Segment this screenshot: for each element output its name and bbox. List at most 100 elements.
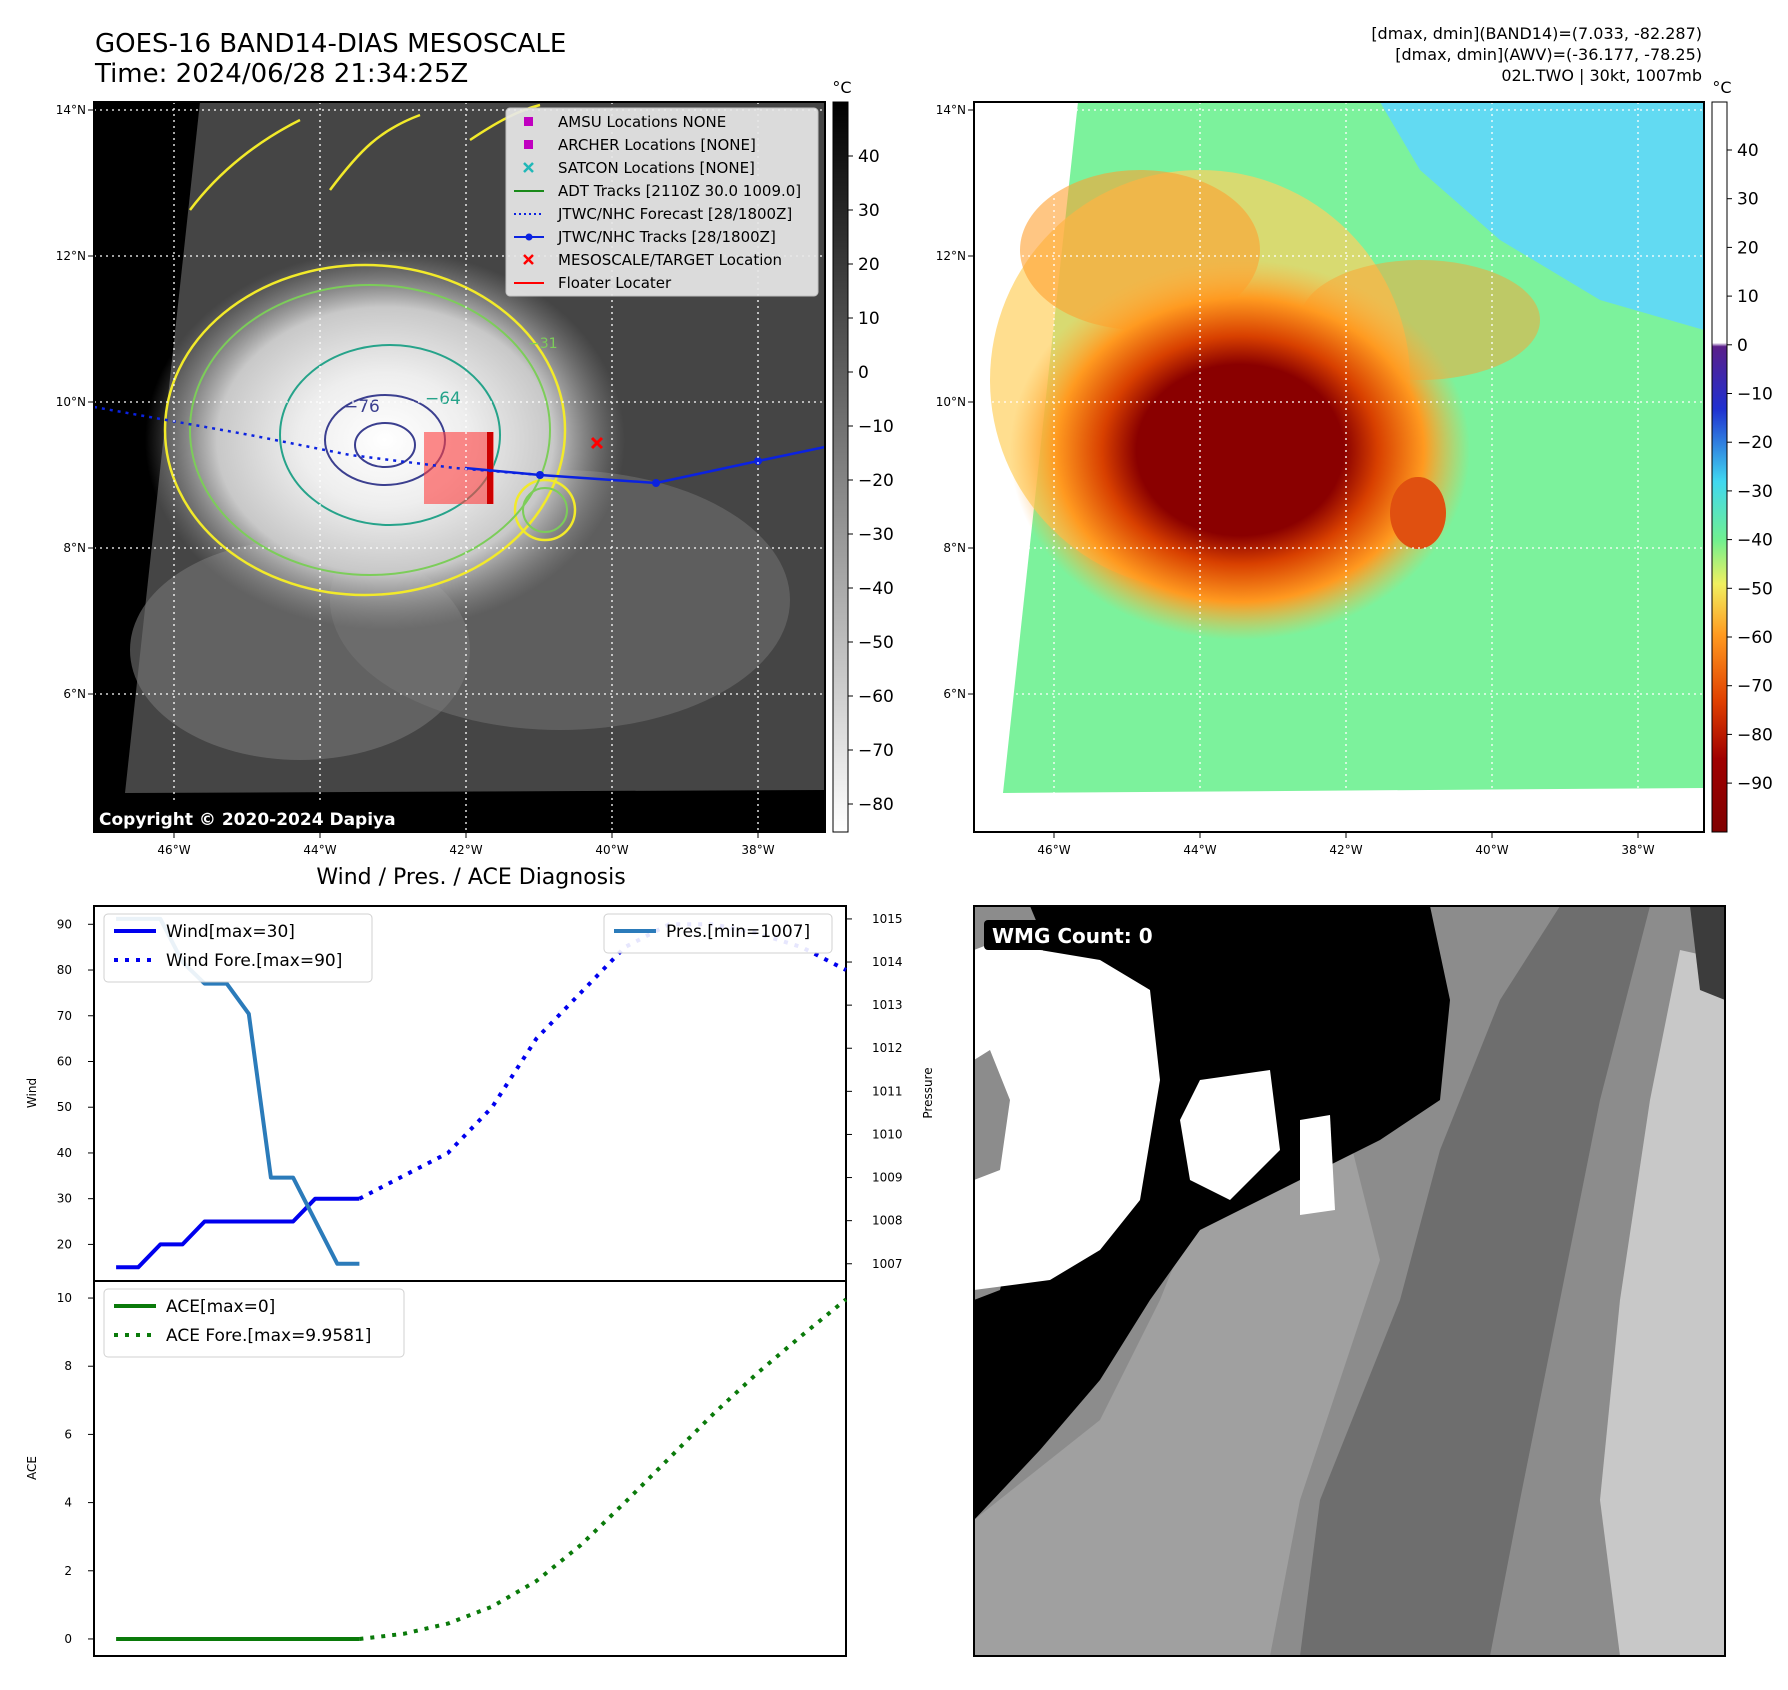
colorbar-tick-label: 40: [858, 147, 880, 167]
colorbar-tick-label: −30: [1737, 482, 1773, 502]
legend-label: ARCHER Locations [NONE]: [558, 136, 756, 154]
contour-yellow: [513, 478, 577, 542]
pressure-axis-label: Pressure: [921, 1067, 935, 1118]
y-tick-label: 2: [64, 1564, 72, 1578]
figure-time: Time: 2024/06/28 21:34:25Z: [94, 59, 468, 89]
mesoscale-target-marker: [590, 436, 604, 450]
lat-tick-label: 6°N: [63, 687, 86, 701]
chart-legend: Pres.[min=1007]: [603, 913, 833, 954]
colorbar-tick-label: 20: [858, 255, 880, 275]
y2-tick-label: 1007: [872, 1257, 903, 1271]
chart-legend: ACE[max=0] ACE Fore.[max=9.9581]: [103, 1288, 405, 1358]
ir-colorbar: [832, 101, 849, 833]
colorbar-tick-label: −80: [858, 795, 894, 815]
ir-legend: AMSU Locations NONE ARCHER Locations [NON…: [505, 107, 819, 297]
y-tick-label: 30: [57, 1192, 72, 1206]
colorbar-tick-label: 0: [858, 363, 869, 383]
wmg-region-light: [1300, 906, 1650, 1656]
y2-tick-label: 1011: [872, 1084, 903, 1098]
y-tick-label: 6: [64, 1427, 72, 1441]
series-line-1: [116, 1196, 360, 1270]
lat-tick-label: 14°N: [936, 103, 966, 117]
lon-tick-label: 42°W: [1329, 843, 1362, 857]
colorbar-tick-label: −20: [858, 471, 894, 491]
colorbar-tick-label: −40: [858, 579, 894, 599]
y2-tick-label: 1014: [872, 955, 903, 969]
awv-map-frame: [973, 101, 1705, 833]
track-point: [652, 479, 660, 487]
colorbar-tick-label: −70: [1737, 677, 1773, 697]
series-line-2: [359, 1297, 848, 1641]
colorbar-tick-label: −20: [1737, 433, 1773, 453]
lon-tick-label: 38°W: [741, 843, 774, 857]
legend-symbol: [524, 140, 533, 149]
y2-tick-label: 1009: [872, 1171, 903, 1185]
awv-cell: [1390, 477, 1446, 549]
copyright-text: Copyright © 2020-2024 Dapiya: [99, 810, 396, 830]
y-tick-label: 50: [57, 1100, 72, 1114]
legend-box: [505, 107, 819, 297]
contour-green: [189, 284, 551, 576]
diagnosis-title: Wind / Pres. / ACE Diagnosis: [316, 865, 625, 890]
lon-tick-label: 46°W: [157, 843, 190, 857]
wmg-count-label: WMG Count: 0: [992, 924, 1153, 948]
colorbar-tick-label: −10: [1737, 385, 1773, 405]
legend-label: JTWC/NHC Tracks [28/1800Z]: [557, 228, 776, 246]
colorbar-tick-label: −30: [858, 525, 894, 545]
y2-tick-label: 1012: [872, 1041, 903, 1055]
legend-label: AMSU Locations NONE: [558, 113, 726, 131]
lat-tick-label: 6°N: [943, 687, 966, 701]
wmg-frame: [973, 905, 1726, 1657]
awv-storm-core: [1010, 260, 1470, 640]
legend-label: SATCON Locations [NONE]: [558, 159, 755, 177]
lon-tick-label: 44°W: [1183, 843, 1216, 857]
colorbar-tick-label: 20: [1737, 238, 1759, 258]
y-tick-label: 80: [57, 963, 72, 977]
colorbar-tick-label: −40: [1737, 531, 1773, 551]
copyright-box: [94, 804, 414, 832]
wmg-region-white: [1180, 1070, 1280, 1200]
lat-tick-label: 12°N: [936, 249, 966, 263]
colorbar-tick-label: −50: [858, 633, 894, 653]
y-tick-label: 8: [64, 1359, 72, 1373]
lat-tick-label: 10°N: [56, 395, 86, 409]
chart-legend: Wind[max=30] Wind Fore.[max=90]: [103, 913, 373, 983]
ace-axis-label: ACE: [25, 1456, 39, 1480]
awv-colorbar-unit: °C: [1712, 78, 1731, 97]
lon-tick-label: 42°W: [449, 843, 482, 857]
contour-green: [522, 487, 568, 533]
colorbar-tick-label: 30: [858, 201, 880, 221]
colorbar-tick-label: −60: [1737, 628, 1773, 648]
legend-symbol: [514, 233, 544, 241]
lat-tick-label: 12°N: [56, 249, 86, 263]
ir-colorbar-unit: °C: [832, 78, 851, 97]
wmg-panel: WMG Count: 0: [973, 905, 1726, 1657]
lat-tick-label: 10°N: [936, 395, 966, 409]
y-tick-label: 70: [57, 1009, 72, 1023]
colorbar-tick-label: 0: [1737, 336, 1748, 356]
wmg-region-strip: [1600, 950, 1725, 1656]
lon-tick-label: 40°W: [1475, 843, 1508, 857]
contour-label: −31: [528, 336, 558, 352]
wmg-region-white: [1300, 1115, 1335, 1215]
legend-symbol: [524, 117, 533, 126]
track-point: [754, 457, 762, 465]
figure-title: GOES-16 BAND14-DIAS MESOSCALE: [95, 29, 566, 59]
legend-entry: Wind[max=30]: [166, 922, 295, 942]
legend-symbol: [523, 254, 534, 265]
wmg-region-dark: [1690, 906, 1725, 1000]
colorbar-tick-label: −60: [858, 687, 894, 707]
y-tick-label: 40: [57, 1146, 72, 1160]
awv-gridlines: [974, 102, 1704, 832]
colorbar-tick-label: −70: [858, 741, 894, 761]
contour-label: −64: [425, 389, 461, 409]
legend-label: JTWC/NHC Forecast [28/1800Z]: [557, 205, 792, 223]
awv-panel: °C 40 30 20 10 0 −10 −20 −30 −40 −50 −60 −70 −80 −90: [973, 78, 1773, 833]
colorbar-tick-label: 30: [1737, 190, 1759, 210]
y2-tick-label: 1008: [872, 1214, 903, 1228]
stats-storm: 02L.TWO | 30kt, 1007mb: [1501, 66, 1702, 85]
lat-tick-label: 8°N: [63, 541, 86, 555]
lon-tick-label: 38°W: [1621, 843, 1654, 857]
legend-entry: ACE[max=0]: [166, 1297, 275, 1317]
